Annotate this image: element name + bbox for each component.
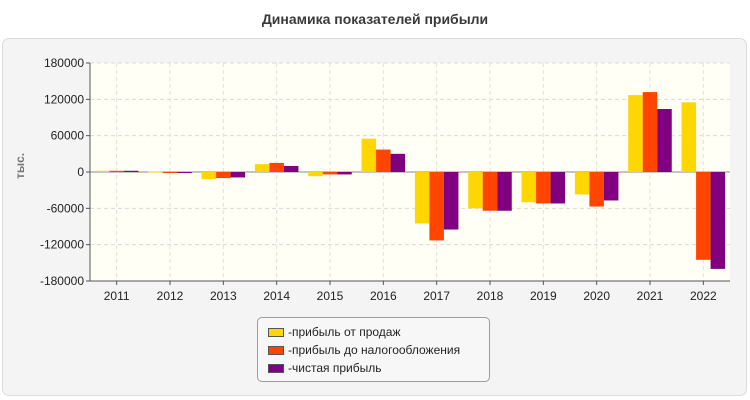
bar [322,172,338,175]
bar [109,170,124,172]
bar [482,172,498,211]
bar [123,170,139,172]
bar [468,172,483,209]
bar [390,153,406,172]
bar [177,172,192,173]
legend-label-prefix: - [288,325,292,339]
y-tick-label: -60000 [47,201,85,215]
legend-label-prefix: - [288,343,292,357]
bar [443,172,459,230]
bar [283,165,299,172]
bar [681,102,697,172]
x-tick-label: 2012 [157,289,184,303]
bar [376,149,391,172]
legend-swatch [268,363,284,373]
x-tick-label: 2019 [530,289,557,303]
legend: - прибыль от продаж - прибыль до налогоо… [257,317,490,382]
y-tick-label: 180000 [44,56,84,70]
y-tick-label: -180000 [40,274,84,288]
bar [642,92,658,172]
x-tick-label: 2014 [263,289,290,303]
bar [162,172,178,173]
x-tick-label: 2016 [370,289,397,303]
y-tick-label: 60000 [51,129,85,143]
y-tick-label: 120000 [44,92,84,106]
legend-item-pretax-profit: - прибыль до налогообложения [268,341,489,359]
legend-label: прибыль до налогообложения [292,343,461,357]
y-tick-label: -120000 [40,238,84,252]
bar [550,172,566,204]
bar [148,171,163,173]
legend-label: прибыль от продаж [292,325,401,339]
bar [361,138,377,172]
bar [216,172,231,179]
chart-title: Динамика показателей прибыли [261,11,489,27]
bar [696,172,711,260]
bar [230,172,246,178]
x-tick-label: 2021 [637,289,664,303]
legend-item-net-profit: - чистая прибыль [268,359,489,377]
bar [254,164,270,172]
x-tick-label: 2017 [423,289,450,303]
x-tick-label: 2022 [690,289,717,303]
bar [497,172,512,211]
bar [536,172,551,204]
legend-item-sales-profit: - прибыль от продаж [268,323,489,341]
x-tick-label: 2020 [583,289,610,303]
bar [414,172,430,224]
legend-label: чистая прибыль [292,361,382,375]
bar [201,172,217,180]
x-tick-label: 2018 [477,289,504,303]
legend-swatch [268,345,284,355]
x-tick-label: 2013 [210,289,237,303]
bar [429,172,444,241]
bar [337,172,352,175]
bar [521,172,537,203]
bar [628,95,643,172]
bar [94,170,110,172]
x-tick-label: 2015 [317,289,344,303]
bar [603,172,619,201]
x-tick-label: 2011 [104,289,130,303]
legend-label-prefix: - [288,361,292,375]
bar [574,172,590,195]
bar [710,172,726,269]
legend-swatch [268,327,284,337]
bar [308,172,323,177]
bar [657,109,672,172]
y-tick-label: 0 [77,165,84,179]
bar [589,172,604,207]
bar [269,162,284,172]
